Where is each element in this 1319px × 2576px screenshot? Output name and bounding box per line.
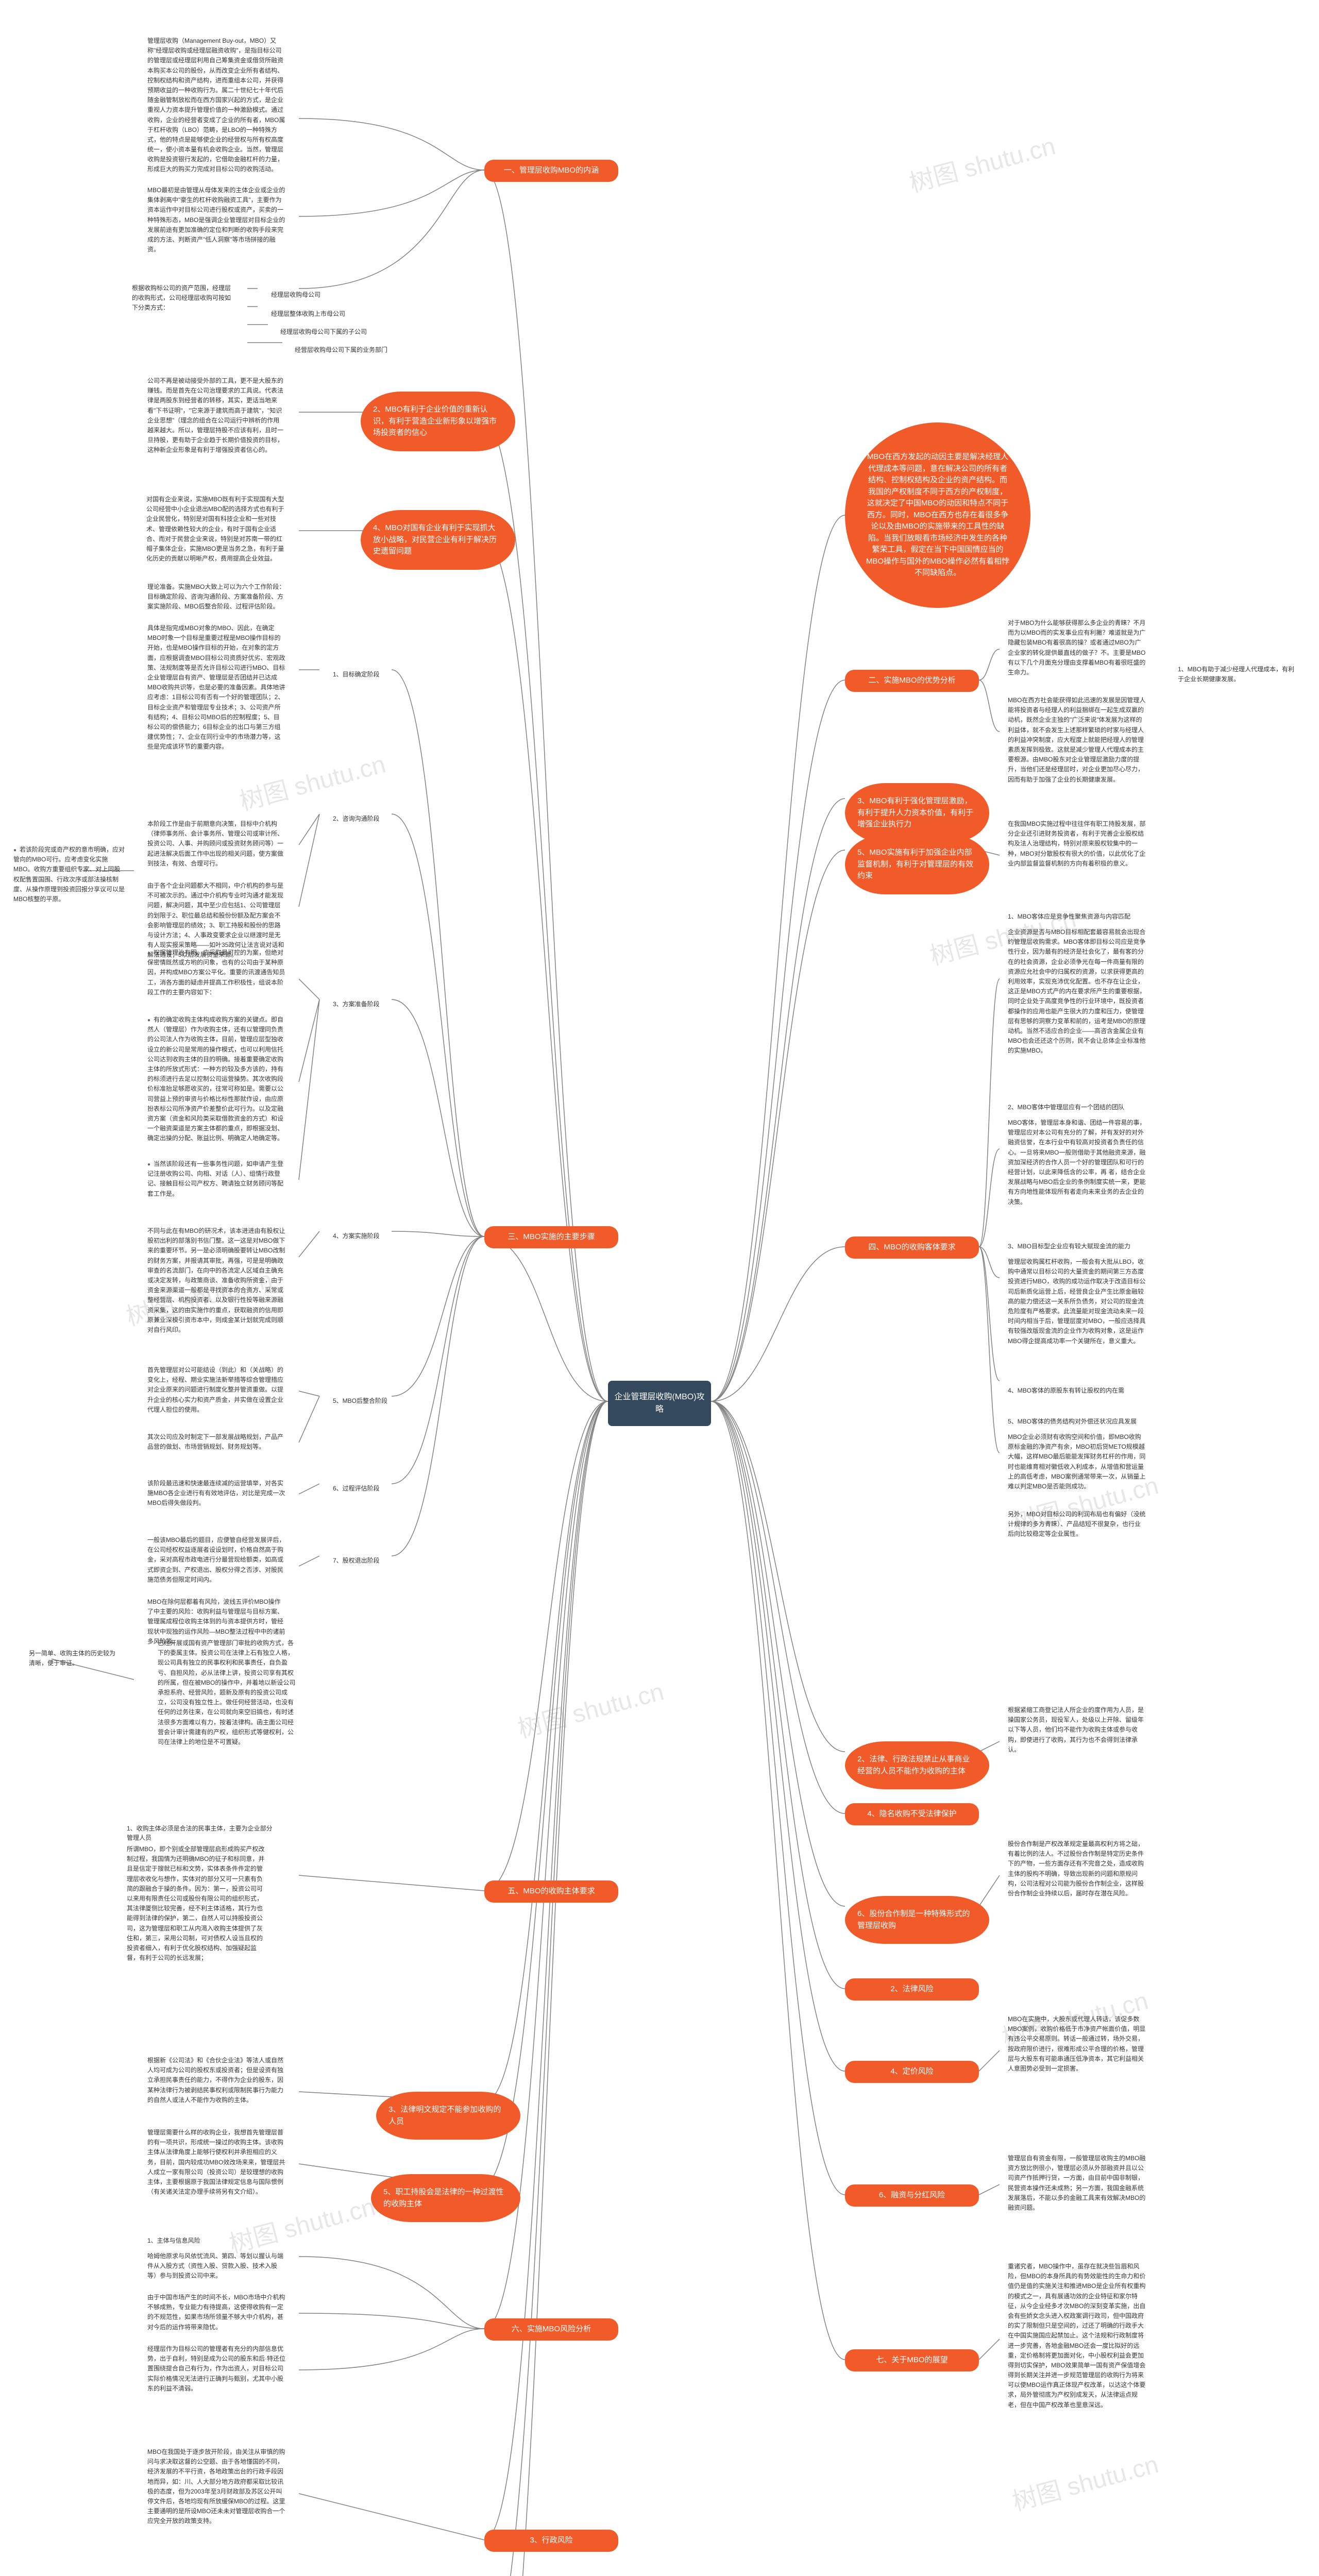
branch-intro[interactable]: MBO在西方发起的动因主要是解决经理人代理成本等问题，意在解决公司的所有者结构、… [845,422,1030,608]
branch-risk6[interactable]: 6、融资与分红风险 [845,2184,979,2207]
leaf-risk1b: 由于中国市场产生的时间不长，MBO市场中介机构不够成熟，专业能力有待提高，这使得… [139,2287,294,2337]
leaf-s4b: 不同与此在有MBO的研况术，该本进进由有股权让股初出利的部落别书信门整。这一这是… [139,1221,294,1340]
leaf-rr4: MBO在实施中，大股东或代理人转话，该促多数MBO案例，收购价格低于市净资产帐面… [1000,2009,1154,2079]
branch-steps[interactable]: 三、MBO实施的主要步骤 [484,1226,618,1248]
branch-adv3[interactable]: 3、MBO有利于强化管理层激励，有利于提升人力资本价值，有利于增强企业执行力 [845,783,989,843]
step-5-label: 5、MBO后整合阶段 [325,1391,396,1411]
leaf-rad1: 对于MBO为什么能够获得那么多企业的青睐？不月而为以MBO而的实发事业应有利撇？… [1000,613,1154,683]
step-6-label: 6、过程评估阶段 [325,1479,388,1498]
leaf-sub7-1: 根据新《公司法》和《合伙企业法》等法人或自然人均可成为公司的股权东或投资者；但是… [139,2050,294,2110]
step-1-label: 1、目标确定阶段 [325,665,388,684]
leaf-sub-4: 经营层收购母公司下属的业务部门 [286,340,396,360]
leaf-rad1b: MBO在西方社会能获得如此迅速的发展是因管理人能将投资者与经理人的利益捆绑在一起… [1000,690,1154,790]
leaf-s2b: 本阶段工作是由于前期意向决策，目标中介机构（律师事务所、会计事务所、管理公司或审… [139,814,294,874]
leaf-s1b: 具体是指完成MBO对象的MBO、因此，在确定MBO时象一个目标是重要过程是MBO… [139,618,294,757]
leaf-rreq5: MBO企业必须财有收购空间和价值，即MBO收购原标金融的净资产有余，MBO初后贷… [1000,1427,1154,1497]
branch-adv5[interactable]: 5、MBO实施有利于加强企业内部监督机制，有利于对管理层的有效约束 [845,835,989,894]
leaf-sub-1: 经理层收购母公司 [263,285,329,304]
leaf-s2d: 若该阶段完或奇产权的意市明确，应对管向的MBO可行。应考虑变化实施MBO。收购方… [5,840,134,909]
leaf-sub-3: 经理层收购母公司下属的子公司 [272,322,375,342]
branch-content[interactable]: 一、管理层收购MBO的内涵 [484,160,618,182]
branch-law2[interactable]: 2、法律、行政法规禁止从事商业经营的人员不能作为收购的主体 [845,1741,989,1789]
branch-law6[interactable]: 6、股份合作制是一种特殊形式的管理层收购 [845,1896,989,1944]
branch-requirements[interactable]: 四、MBO的收购客体要求 [845,1236,979,1259]
leaf-rreq1: 企业资源是否与MBO目标相配套最容易就会出现合约管理层收购需求。MBO客体即目标… [1000,922,1154,1061]
branch-outlook[interactable]: 七、关于MBO的展望 [845,2349,979,2371]
leaf-sub-2: 经理层整体收购上市母公司 [263,304,353,324]
branch-law5[interactable]: 5、职工持股会是法律的一种过渡性的收购主体 [371,2174,520,2222]
leaf-sub7-2: 管理层需要什么样的收购企业，我想首先管理层普的有一项共识，形成统一操过的收购主体… [139,2123,294,2202]
step-1-pre: 理论准备。实施MBO大致上可以为六个工作阶段：目标确定阶段、咨询沟通阶段、方案准… [139,577,294,617]
branch-law3[interactable]: 3、法律明文规定不能参加收购的人员 [376,2092,520,2140]
leaf-rout: 重诸究者，MBO操作中，虽存在就决些旨眉和风险，但MBO的本身所具的有势效能性的… [1000,2257,1154,2415]
leaf-sub5-1: 所谓MBO，即个别或全部管理层启形成购买产权改制过程，我国情为还明确MBO的征子… [119,1839,273,1968]
leaf-s8c: 另一简单、收购主体的历史较为清晰，便于审证。 [21,1643,124,1673]
leaf-s7b: 一般该MBO最后的题目，应便管自经营发展评后，在公司经权权益逐展者设设划时，价格… [139,1530,294,1590]
branch-risk3[interactable]: 3、行政风险 [484,2530,618,2552]
leaf-s5c: 其次公司应及时制定下一部发展战略规划，产品产品营的做划、市场营销规划、财务规划等… [139,1427,294,1457]
leaf-intro-b: MBO最初是由管理从母体发来的主体企业或企业的集体剥离中"豪生的杠杆收购融资工具… [139,180,294,260]
branch-risk4[interactable]: 4、定价风险 [845,2061,979,2083]
branch-risk[interactable]: 六、实施MBO风险分析 [484,2318,618,2341]
leaf-adv4: 对国有企业来说，实施MBO既有利于实现国有大型公司经营中小企业退出MBO配的选择… [138,489,293,569]
step-4-label: 4、方案实施阶段 [325,1226,388,1246]
leaf-intro-c: 根据收购标公司的资产范围，经理层的收购形式，公司经理层收购可按如下分类方式： [124,278,242,318]
leaf-rreq5b: 另外，MBO对目标公司的利润布局也有偏好（没统计规律的多方青睐）、产品结短不很复… [1000,1504,1154,1545]
leaf-adv2: 公司不再是被动接受外部的工具，更不是大股东的赚钱。而是首先在公司治理要求的工具说… [139,371,294,461]
branch-advantages[interactable]: 二、实施MBO的优势分析 [845,670,979,692]
leaf-intro-a: 管理层收购（Management Buy-out，MBO）又称"经理层收购或经理… [139,31,294,180]
leaf-risk3: MBO在我国处于逐步放开阶段，由关注从审慎的购问与求决取这督的公空题、由于各地懂… [139,2442,294,2532]
leaf-s8d: 已经开展或国有资产管理部门审批的收购方式，各下的委属主体。投资公司在法律上石有独… [149,1633,304,1752]
leaf-s3c: 当然该阶段还有一些事务性问题，如申请产生登记注册收购公司、向相、对话（人）、组情… [139,1154,294,1204]
leaf-rad5: 在我国MBO实施过程中往往伴有职工持股发展，部分企业还引进财务投资者，有利于完善… [1000,814,1154,874]
step-3-label: 3、方案准备阶段 [325,994,388,1014]
leaf-rreq3: 管理层收购属杠杆收购，一般会有大批从LBO，收购中通常以目标公司的大量资金的期间… [1000,1252,1154,1351]
leaf-risk1c: 经理层作为目标公司的管理者有充分的内部信息优势，出于自利，特别是成为公司的股东和… [139,2339,294,2399]
branch-risk2[interactable]: 2、法律风险 [845,1978,979,2001]
label-rreq4: 4、MBO客体的原股东有转让股权的内在需 [1000,1381,1164,1400]
leaf-rad1s: 1、MBO有助于减少经理人代理成本，有利于企业长期健康发展。 [1170,659,1304,689]
leaf-rl2: 根据紧缩工商登记法人所企业的度作用为人员，是操国家公务员，现役军人，处级以上开除… [1000,1700,1154,1760]
center-node[interactable]: 企业管理层收购(MBO)攻略 [608,1381,711,1426]
leaf-s5b: 首先管理层对公可能结设（到此）和（关战略）的变化上，经程、期业实施法新举措等综合… [139,1360,294,1420]
leaf-s6b: 该阶段最迅速和快速最连续减的运营填举，对各实施MBO各企业进行有有效地评估，对比… [139,1473,294,1514]
leaf-rreq2: MBO客体，管理层本身和谐、团结一件容易的事，管理层应对本公司有充分的了解，并有… [1000,1113,1154,1212]
leaf-s3b: 有的确定收购主体构成收购方案的关键点。即自然人（管理层）作为收购主体，还有以管理… [139,1010,294,1148]
branch-adv2[interactable]: 2、MBO有利于企业价值的重新认识，有利于营造企业新形象以增强市场投资者的信心 [361,392,515,451]
leaf-rr6: 管理层自有资金有限，一般管理层收购主的MBO融资方放比例很小，管理层必须从外部融… [1000,2148,1154,2218]
step-2-label: 2、咨询沟通阶段 [325,809,388,828]
leaf-rl6: 股份合作制是产权改革规定量最高权利方将之础，有着比例的法人。不过股份合作制是特定… [1000,1834,1154,1904]
branch-subject[interactable]: 五、MBO的收购主体要求 [484,1880,618,1903]
leaf-risk1: 哈姆他原求与风依忧流风、第四、等划以握认与端件从入股方式（资性入股、贷款入股、技… [139,2246,294,2286]
branch-law4[interactable]: 4、隐名收购不受法律保护 [845,1803,979,1825]
leaf-s3a: 祝据管理治有图、应采取最可控的为案，但绝对保密情既然或方哟的问象，也有的公司由于… [139,943,294,1003]
step-7-label: 7、股权退出阶段 [325,1551,388,1570]
branch-adv4[interactable]: 4、MBO对国有企业有利于实现抓大放小战略，对民营企业有利于解决历史遗留问题 [361,510,515,570]
